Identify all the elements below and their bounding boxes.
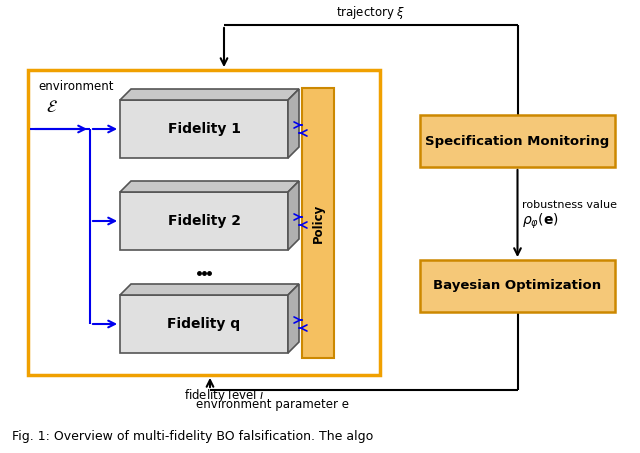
Bar	[420, 115, 615, 167]
Polygon shape	[288, 181, 299, 250]
Bar	[120, 100, 288, 158]
Polygon shape	[288, 89, 299, 158]
Bar	[302, 88, 334, 358]
Bar	[28, 70, 380, 375]
Bar	[120, 192, 288, 250]
Polygon shape	[120, 89, 299, 100]
Polygon shape	[120, 181, 299, 192]
Text: Fidelity 2: Fidelity 2	[168, 214, 241, 228]
Text: $\rho_{\varphi}(\mathbf{e})$: $\rho_{\varphi}(\mathbf{e})$	[522, 212, 559, 231]
Text: Specification Monitoring: Specification Monitoring	[426, 135, 610, 148]
Text: environment parameter e: environment parameter e	[196, 398, 349, 411]
Polygon shape	[288, 284, 299, 353]
Bar	[420, 260, 615, 312]
Bar	[120, 295, 288, 353]
Text: Policy: Policy	[312, 203, 324, 243]
Text: $\mathcal{E}$: $\mathcal{E}$	[46, 98, 58, 116]
Text: Fig. 1: Overview of multi-fidelity BO falsification. The algo: Fig. 1: Overview of multi-fidelity BO fa…	[12, 430, 373, 443]
Text: Fidelity 1: Fidelity 1	[168, 122, 241, 136]
Text: fidelity level $i$: fidelity level $i$	[184, 387, 264, 404]
Text: Bayesian Optimization: Bayesian Optimization	[433, 280, 602, 293]
Text: trajectory $\xi$: trajectory $\xi$	[336, 4, 406, 21]
Text: environment: environment	[38, 80, 113, 93]
Polygon shape	[120, 284, 299, 295]
Text: Fidelity q: Fidelity q	[168, 317, 241, 331]
Text: robustness value: robustness value	[522, 201, 618, 211]
